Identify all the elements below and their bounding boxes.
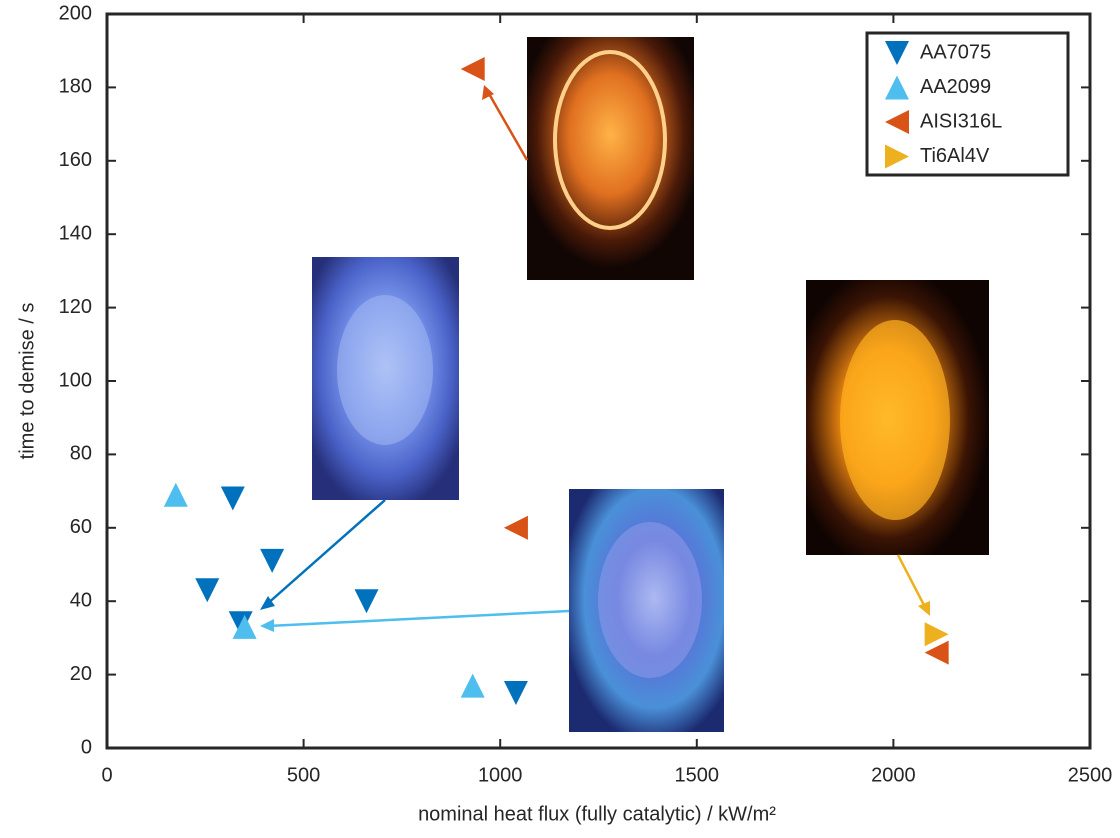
- y-tick-label: 100: [59, 369, 92, 391]
- y-tick-label: 60: [70, 516, 92, 538]
- y-tick-label: 200: [59, 2, 92, 24]
- legend-label: AA7075: [920, 41, 991, 63]
- legend-label: AA2099: [920, 76, 991, 98]
- y-tick-label: 40: [70, 589, 92, 611]
- y-tick-label: 0: [81, 736, 92, 758]
- y-tick-label: 80: [70, 443, 92, 465]
- arrow: [488, 92, 527, 160]
- point: [504, 516, 528, 540]
- x-tick-label: 1500: [675, 764, 720, 786]
- photo-detail: [598, 522, 702, 678]
- x-tick-label: 1000: [478, 764, 523, 786]
- chart: nominal heat flux (fully catalytic) / kW…: [0, 0, 1120, 833]
- point: [195, 578, 219, 602]
- arrowhead: [260, 619, 274, 632]
- y-tick-label: 160: [59, 149, 92, 171]
- legend-label: AISI316L: [920, 110, 1002, 132]
- point: [164, 483, 188, 507]
- point: [461, 674, 485, 698]
- legend-label: Ti6Al4V: [920, 145, 990, 167]
- point: [221, 486, 245, 510]
- x-tick-label: 2000: [871, 764, 916, 786]
- arrow: [268, 611, 569, 626]
- y-tick-label: 20: [70, 663, 92, 685]
- x-axis-label: nominal heat flux (fully catalytic) / kW…: [418, 803, 776, 825]
- photo-detail: [337, 295, 433, 445]
- y-tick-label: 180: [59, 76, 92, 98]
- y-tick-label: 140: [59, 222, 92, 244]
- point: [504, 681, 528, 705]
- photo: [527, 37, 694, 280]
- point: [355, 589, 379, 613]
- point: [260, 549, 284, 573]
- photo-detail: [840, 320, 950, 520]
- y-axis-label: time to demise / s: [16, 303, 38, 460]
- x-tick-label: 2500: [1068, 764, 1113, 786]
- arrow: [898, 555, 926, 609]
- y-tick-label: 120: [59, 296, 92, 318]
- x-tick-label: 500: [287, 764, 320, 786]
- point: [461, 57, 485, 81]
- legend: AA7075 AA2099 AISI316L Ti6Al4V: [867, 33, 1068, 175]
- x-tick-label: 0: [101, 764, 112, 786]
